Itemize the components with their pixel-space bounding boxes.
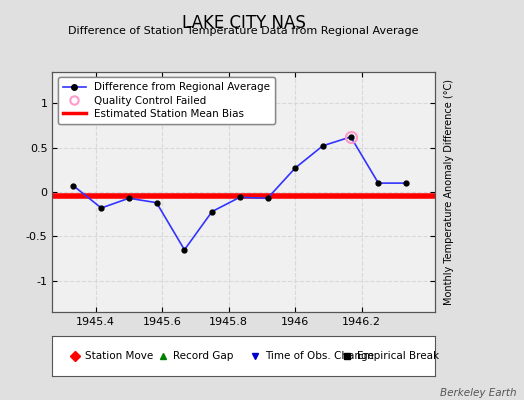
Legend: Difference from Regional Average, Quality Control Failed, Estimated Station Mean: Difference from Regional Average, Qualit… bbox=[58, 77, 275, 124]
Text: Time of Obs. Change: Time of Obs. Change bbox=[265, 351, 374, 361]
Text: Berkeley Earth: Berkeley Earth bbox=[440, 388, 516, 398]
Text: Difference of Station Temperature Data from Regional Average: Difference of Station Temperature Data f… bbox=[69, 26, 419, 36]
Text: LAKE CITY NAS: LAKE CITY NAS bbox=[182, 14, 305, 32]
Text: Empirical Break: Empirical Break bbox=[356, 351, 439, 361]
Y-axis label: Monthly Temperature Anomaly Difference (°C): Monthly Temperature Anomaly Difference (… bbox=[444, 79, 454, 305]
Text: Record Gap: Record Gap bbox=[173, 351, 233, 361]
Text: Station Move: Station Move bbox=[85, 351, 153, 361]
